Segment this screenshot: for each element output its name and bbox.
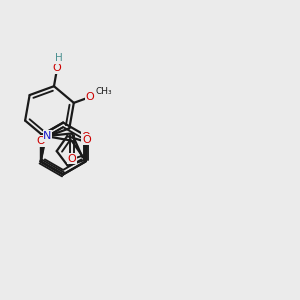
Text: N: N <box>44 131 52 141</box>
Text: O: O <box>82 135 91 145</box>
Text: O: O <box>68 154 76 164</box>
Text: O: O <box>85 92 94 102</box>
Text: H: H <box>55 53 63 63</box>
Text: O: O <box>36 136 45 146</box>
Text: O: O <box>53 63 62 73</box>
Text: CH₃: CH₃ <box>96 87 112 96</box>
Text: O: O <box>81 132 90 142</box>
